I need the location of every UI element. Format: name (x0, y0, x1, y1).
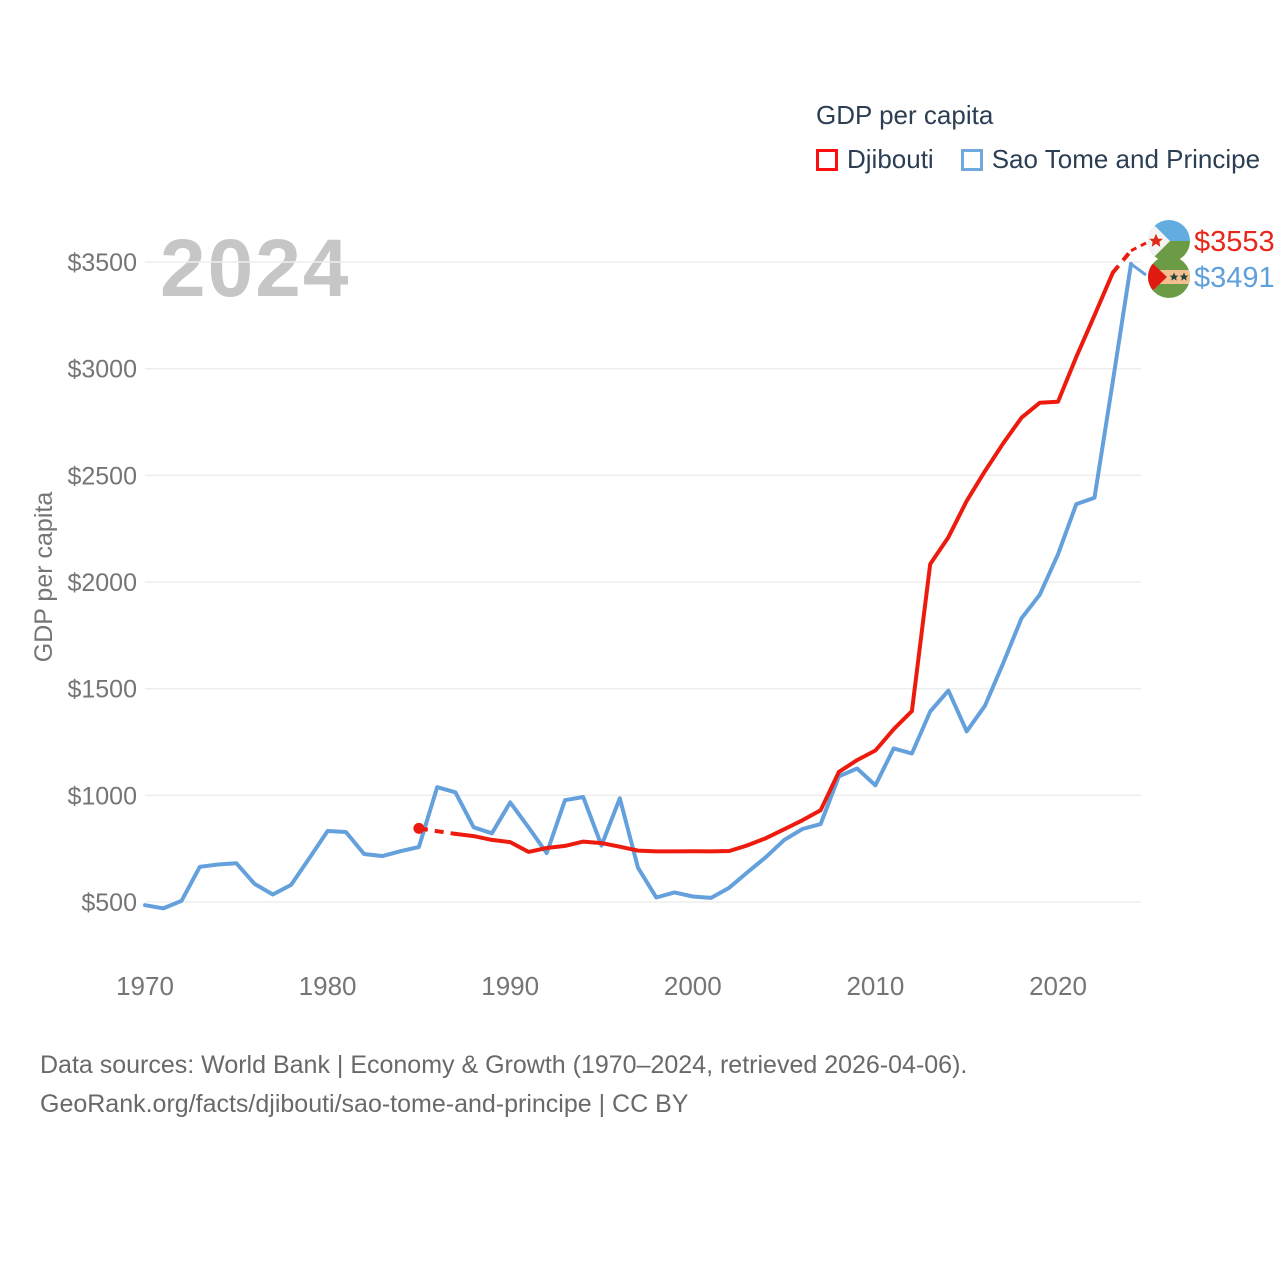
legend: GDP per capita Djibouti Sao Tome and Pri… (816, 100, 1260, 175)
y-tick-label-2500: $2500 (67, 462, 137, 490)
djibouti-swatch-icon (816, 148, 838, 171)
y-tick-label-2000: $2000 (67, 569, 137, 597)
djibouti-first-point-dot (413, 822, 425, 834)
data-sources: Data sources: World Bank | Economy & Gro… (40, 1046, 967, 1124)
sao-tome-end-value: $3491 (1194, 262, 1275, 294)
sao-tome-swatch-icon (960, 148, 983, 171)
x-tick-label-2010: 2010 (846, 971, 904, 1001)
x-tick-label-1980: 1980 (299, 971, 357, 1001)
line-sao-tome-and-principe (143, 261, 1133, 911)
y-tick-label-1500: $1500 (67, 676, 137, 704)
y-tick-label-500: $500 (81, 889, 137, 917)
y-tick-label-3500: $3500 (67, 249, 137, 277)
legend-items: Djibouti Sao Tome and Principe (816, 144, 1260, 175)
x-tick-label-2020: 2020 (1029, 971, 1087, 1001)
legend-item-sao-tome[interactable]: Sao Tome and Principe (960, 144, 1261, 175)
year-watermark: 2024 (160, 223, 351, 314)
data-sources-line1: Data sources: World Bank | Economy & Gro… (40, 1051, 968, 1079)
legend-label-sao-tome: Sao Tome and Principe (991, 144, 1261, 174)
y-tick-label-3000: $3000 (67, 356, 137, 384)
line-djibouti (453, 270, 1115, 854)
x-tick-label-1990: 1990 (481, 971, 539, 1001)
x-tick-label-2000: 2000 (664, 971, 722, 1001)
line-djibouti-dashed-tail (1111, 249, 1133, 274)
djibouti-end-value: $3553 (1194, 226, 1275, 258)
sao-tome-flag-icon (1148, 256, 1190, 298)
x-tick-label-1970: 1970 (116, 971, 174, 1001)
djibouti-flag-icon (1148, 220, 1190, 262)
legend-item-djibouti[interactable]: Djibouti (816, 144, 934, 175)
y-tick-label-1000: $1000 (67, 782, 137, 810)
data-sources-line2: GeoRank.org/facts/djibouti/sao-tome-and-… (40, 1090, 689, 1118)
legend-label-djibouti: Djibouti (847, 144, 934, 174)
djibouti-leader-line (1130, 241, 1147, 253)
sao-tome-leader-line (1130, 262, 1147, 277)
legend-title: GDP per capita (816, 100, 994, 130)
line-djibouti-dashed-head (418, 826, 456, 836)
